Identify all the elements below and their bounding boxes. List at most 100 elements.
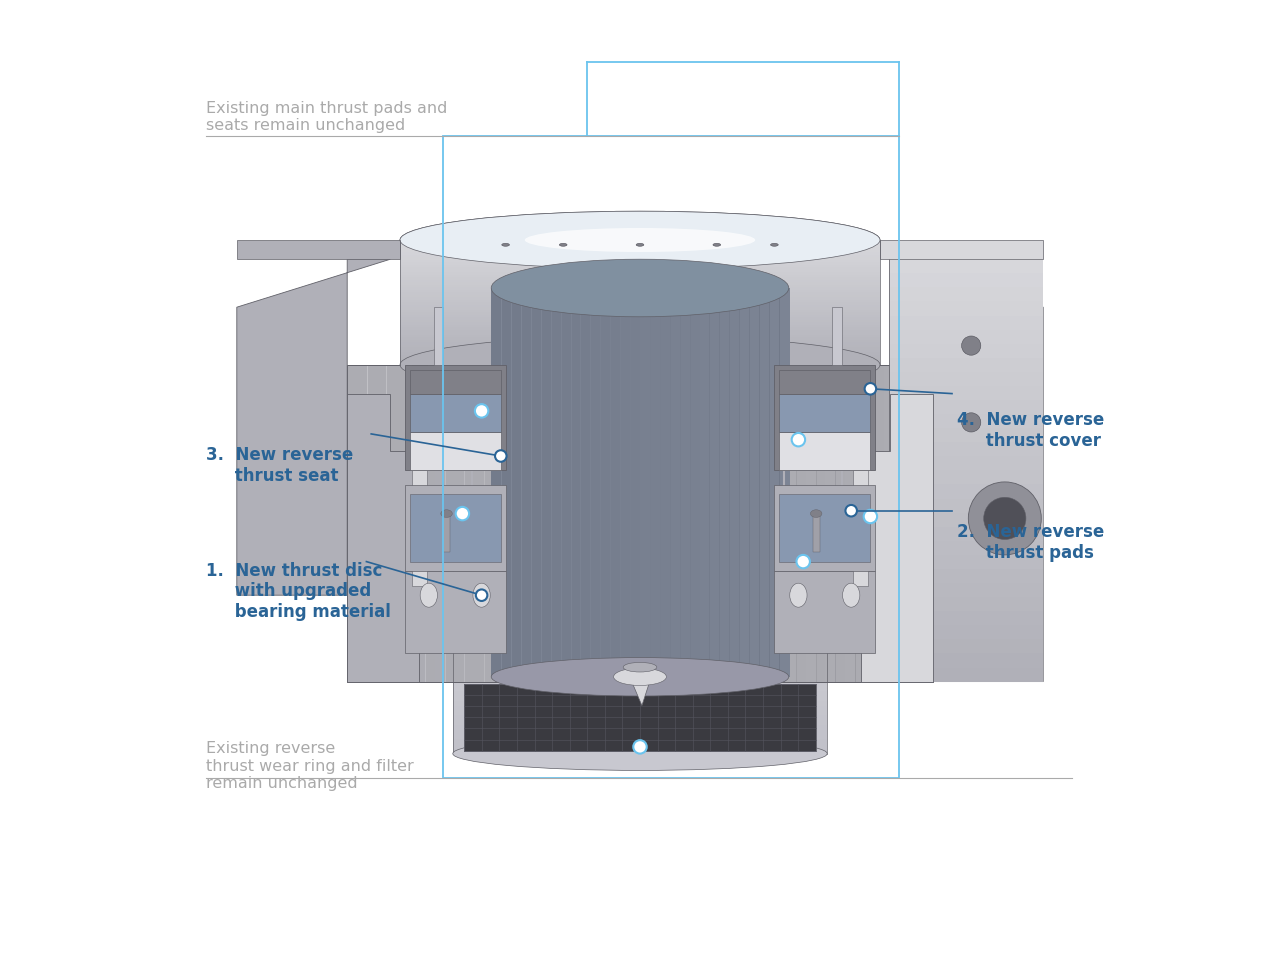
Bar [453,610,827,614]
Bar [399,362,881,365]
Bar [484,365,504,682]
Bar [611,365,622,682]
Bar [890,399,1043,414]
Bar [890,625,1043,639]
Bar [453,710,827,715]
Bar [719,288,730,677]
Bar [454,365,466,682]
Bar [890,329,1043,344]
Bar [453,647,827,653]
Bar [376,365,387,682]
Bar [904,365,914,682]
Bar [399,342,881,345]
Bar [357,365,367,682]
Bar [552,365,563,682]
Bar [453,561,827,566]
Bar [796,365,806,682]
Bar [890,301,1043,316]
Bar [602,365,622,682]
Bar [769,288,780,677]
Bar [492,288,502,677]
Bar [399,337,881,340]
Bar [416,365,426,682]
Bar [621,288,631,677]
Ellipse shape [771,243,778,247]
Bar [399,284,881,287]
Ellipse shape [713,243,721,247]
Bar [611,288,621,677]
Bar [669,288,681,677]
Bar [740,288,750,677]
Bar [700,288,710,677]
Bar [453,701,827,706]
Bar [543,365,563,682]
Bar [399,329,881,332]
Bar [511,288,522,677]
Polygon shape [881,240,1043,259]
Polygon shape [860,394,933,682]
Bar [453,695,827,701]
Bar [890,428,1043,443]
Bar [864,365,876,682]
Text: Existing reverse
thrust wear ring and filter
remain unchanged: Existing reverse thrust wear ring and fi… [206,741,413,791]
Bar [777,365,787,682]
Bar [874,365,895,682]
Bar [890,498,1043,513]
Bar [410,432,500,470]
Bar [690,288,700,677]
Bar [845,365,856,682]
Bar [453,657,827,662]
Bar [680,288,691,677]
Bar [410,394,500,432]
Bar [890,470,1043,485]
Bar [826,365,836,682]
Circle shape [968,482,1042,555]
Bar [890,555,1043,569]
Bar [708,365,719,682]
Text: 1.  New thrust disc
     with upgraded
     bearing material: 1. New thrust disc with upgraded bearing… [206,562,390,621]
Polygon shape [237,259,390,595]
Bar [780,432,870,470]
Ellipse shape [492,259,788,317]
Bar [445,365,456,682]
Bar [730,288,740,677]
Bar [890,611,1043,625]
Bar [453,562,827,754]
Bar [581,365,593,682]
Bar [890,526,1043,540]
Bar [399,239,881,243]
Bar [700,288,710,677]
Bar [453,618,827,624]
Bar [531,288,541,677]
Bar [399,287,881,290]
Bar [669,288,681,677]
Bar [404,485,506,571]
Ellipse shape [842,583,860,608]
Bar [890,540,1043,555]
Bar [581,288,591,677]
Bar [767,365,778,682]
Bar [399,300,881,302]
Bar [453,714,827,720]
Bar [453,685,827,691]
Bar [494,365,504,682]
Bar [453,676,827,682]
Bar [399,352,881,355]
Bar [367,365,378,682]
Bar [890,287,1043,301]
Ellipse shape [492,658,788,696]
Bar [453,643,827,648]
Bar [914,365,934,682]
Bar [399,275,881,277]
Bar [347,365,367,682]
Bar [780,370,870,394]
Bar [399,315,881,318]
Bar [890,259,1043,274]
Bar [640,365,660,682]
Bar [406,365,416,682]
Circle shape [845,505,858,516]
Bar [399,354,881,357]
Circle shape [634,740,646,754]
Bar [453,666,827,672]
Bar [453,570,827,576]
